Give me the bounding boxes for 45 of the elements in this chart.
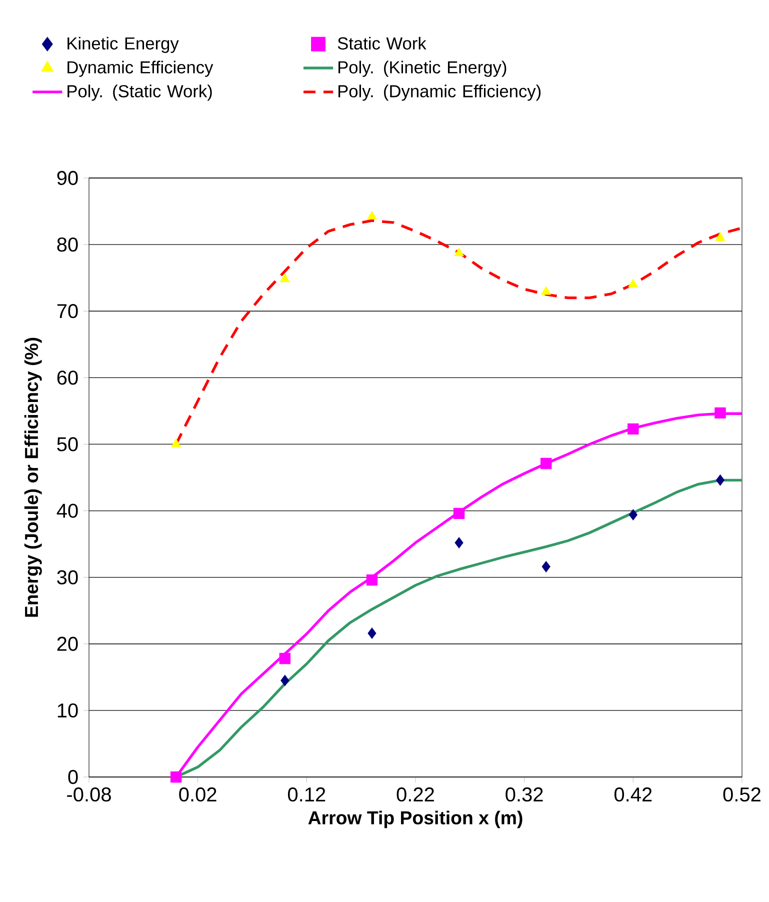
point [540, 458, 552, 470]
x-axis-title: Arrow Tip Position x (m) [308, 810, 522, 828]
y-tick-label: 20 [57, 636, 78, 651]
x-tick-label: -0.08 [67, 787, 111, 802]
y-tick-label: 10 [58, 703, 78, 718]
point [170, 771, 182, 783]
point [279, 652, 291, 664]
y-tick-label: 30 [57, 570, 78, 584]
legend-label: Kinetic Energy [68, 36, 179, 54]
point [716, 474, 724, 486]
x-tick-label: 0.22 [396, 787, 434, 802]
legend-label: Poly. (Static Work) [68, 84, 212, 101]
point [714, 407, 726, 419]
point [715, 232, 726, 241]
point [454, 537, 464, 548]
point [454, 248, 464, 256]
legend-label: Dynamic Efficiency [68, 60, 214, 77]
x-tick-label: 0.32 [506, 787, 543, 802]
y-tick-label: 0 [68, 770, 78, 784]
y-tick-label: 40 [56, 504, 78, 518]
y-tick-label: 80 [57, 237, 78, 252]
x-tick-label: 0.52 [723, 787, 760, 802]
x-tick-label: 0.42 [614, 787, 652, 802]
legend-label: Static Work [338, 36, 426, 50]
x-tick-label: 0.12 [288, 787, 326, 802]
point [541, 286, 551, 295]
point [542, 561, 550, 572]
y-tick-label: 50 [57, 437, 78, 452]
y-tick-label: 60 [57, 370, 78, 385]
legend-label: Poly. (Dynamic Efficiency) [338, 84, 541, 101]
y-axis-title: Energy (Joule) or Efficiency (%) [24, 338, 42, 617]
x-tick-label: 0.02 [179, 787, 216, 802]
point [171, 438, 181, 448]
point [368, 628, 376, 639]
y-tick-label: 90 [57, 170, 78, 186]
legend-label: Poly. (Kinetic Energy) [338, 60, 506, 77]
point [367, 210, 377, 220]
point [628, 423, 639, 435]
point [280, 274, 290, 282]
point [280, 674, 290, 686]
point [628, 278, 638, 288]
y-tick-label: 70 [57, 304, 78, 318]
point [453, 508, 465, 520]
point [366, 574, 378, 586]
point [628, 509, 638, 520]
